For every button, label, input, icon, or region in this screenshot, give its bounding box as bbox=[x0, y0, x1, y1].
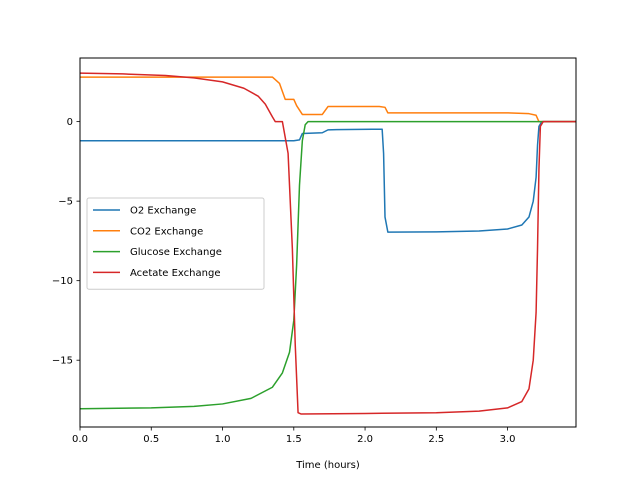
legend-label-1: CO2 Exchange bbox=[130, 226, 203, 237]
y-tick-label: −15 bbox=[52, 356, 73, 367]
x-tick-label: 1.5 bbox=[286, 434, 302, 445]
legend-label-3: Acetate Exchange bbox=[130, 268, 220, 279]
y-tick-label: 0 bbox=[67, 117, 73, 128]
x-tick-label: 2.5 bbox=[428, 434, 444, 445]
x-axis-ticks: 0.0 0.5 1.0 1.5 2.0 2.5 3.0 bbox=[72, 427, 516, 445]
plot-frame bbox=[79, 57, 577, 428]
series-line-1 bbox=[80, 76, 576, 123]
y-tick-label: −5 bbox=[58, 197, 73, 208]
series-lines bbox=[80, 72, 576, 415]
y-tick-label: −10 bbox=[52, 276, 73, 287]
legend-label-0: O2 Exchange bbox=[130, 206, 196, 217]
x-axis-title: Time (hours) bbox=[295, 460, 360, 471]
x-tick-label: 0.5 bbox=[143, 434, 159, 445]
x-tick-label: 3.0 bbox=[500, 434, 516, 445]
legend: O2 Exchange CO2 Exchange Glucose Exchange A… bbox=[86, 197, 265, 290]
x-tick-label: 0.0 bbox=[72, 434, 88, 445]
x-tick-label: 1.0 bbox=[215, 434, 231, 445]
series-line-0 bbox=[80, 120, 576, 233]
series-line-3 bbox=[80, 72, 576, 415]
legend-label-2: Glucose Exchange bbox=[130, 247, 222, 258]
legend-box bbox=[86, 197, 265, 290]
x-tick-label: 2.0 bbox=[357, 434, 373, 445]
y-axis-ticks: 0 −5 −10 −15 bbox=[52, 117, 80, 367]
